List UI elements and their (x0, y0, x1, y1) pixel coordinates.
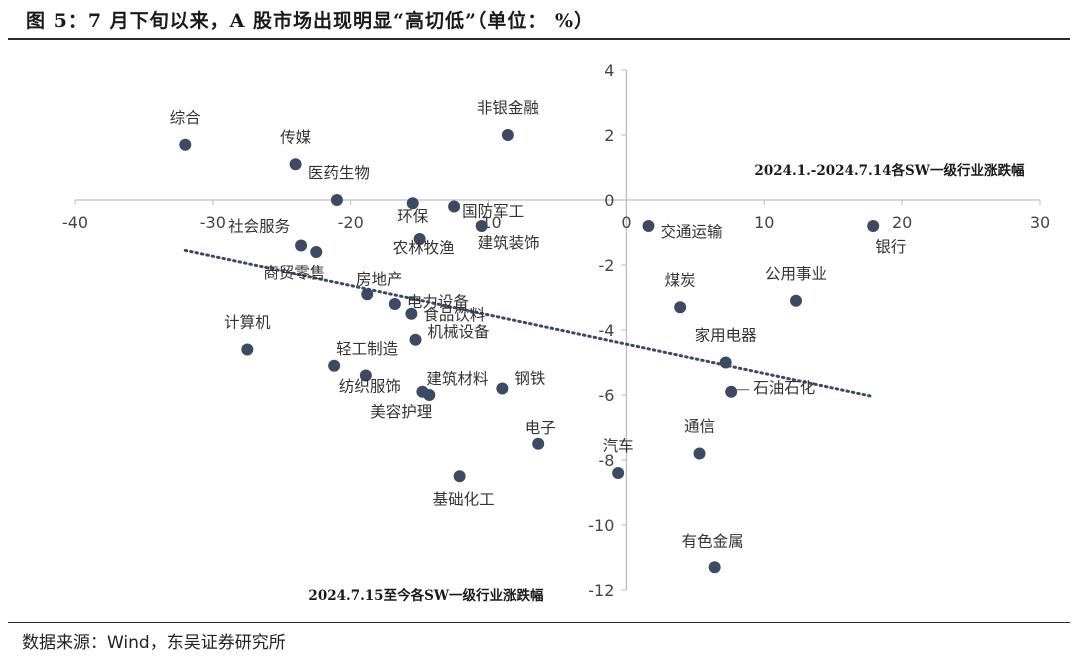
x-tick-label: -40 (62, 213, 88, 232)
data-point (501, 129, 514, 141)
data-point (310, 246, 323, 258)
data-point (708, 561, 721, 574)
point-label: 计算机 (224, 313, 271, 332)
y-axis-annotation: 2024.7.15至今各SW一级行业涨跌幅 (308, 587, 544, 604)
data-point (330, 194, 343, 206)
bottom-rule (8, 622, 1070, 623)
data-point (725, 385, 738, 398)
point-label: 公用事业 (765, 265, 827, 283)
data-point (423, 389, 436, 401)
point-label: 食品饮料 (423, 306, 485, 324)
data-point (413, 233, 426, 245)
data-point (179, 138, 192, 151)
data-point (867, 220, 880, 232)
point-label: 石油石化 (753, 379, 815, 397)
point-label: 医药生物 (308, 164, 370, 182)
data-point (241, 343, 254, 356)
y-tick-label: -4 (598, 321, 614, 340)
point-label: 建筑装饰 (478, 234, 540, 252)
point-label: 传媒 (280, 128, 312, 146)
point-label: 银行 (875, 238, 906, 256)
data-point (674, 301, 687, 314)
point-label: 煤炭 (665, 271, 696, 289)
x-tick-label: 10 (754, 213, 774, 232)
point-label: 综合 (170, 109, 202, 127)
source-note: 数据来源：Wind，东吴证券研究所 (22, 633, 286, 653)
point-label: 纺织服饰 (339, 378, 401, 396)
point-label: 商贸零售 (263, 264, 325, 282)
y-tick-label: -2 (598, 256, 614, 275)
point-label: 通信 (684, 418, 715, 436)
point-label: 农林牧渔 (393, 239, 455, 257)
scatter-chart: -40 -30 -20 -10 0 10 20 30420-2-4-6-8-10-12综合传媒… (62, 61, 1050, 604)
data-point (453, 470, 466, 483)
point-label: 环保 (397, 207, 429, 225)
point-label: 国防军工 (462, 203, 524, 221)
x-tick-label: -20 (338, 213, 364, 232)
data-point (719, 356, 732, 369)
y-tick-label: 0 (604, 191, 614, 210)
point-label: 机械设备 (428, 323, 491, 341)
point-label: 钢铁 (514, 370, 545, 388)
trendline (183, 248, 875, 399)
point-label: 社会服务 (228, 218, 290, 236)
point-label: 电子 (525, 419, 556, 437)
point-label: 房地产 (356, 270, 403, 288)
data-point (361, 288, 374, 301)
data-point (289, 158, 302, 171)
top-rule (8, 38, 1070, 40)
data-point (405, 307, 418, 320)
data-point (693, 447, 706, 460)
x-tick-label: 30 (1030, 213, 1050, 232)
y-tick-label: -8 (598, 451, 614, 470)
y-tick-label: 2 (604, 126, 614, 145)
point-label: 汽车 (603, 437, 634, 455)
data-point (388, 298, 401, 310)
y-tick-label: 4 (604, 61, 614, 80)
data-point (496, 382, 509, 395)
x-tick-label: -30 (200, 213, 226, 232)
y-tick-label: -6 (598, 386, 614, 405)
data-point (475, 220, 488, 232)
point-label: 美容护理 (370, 403, 432, 421)
point-label: 轻工制造 (336, 340, 399, 358)
data-point (532, 437, 545, 450)
figure-title: 图 5：7 月下旬以来，A 股市场出现明显“高切低”（单位： %） (26, 10, 595, 32)
point-label: 电力设备 (407, 293, 470, 311)
point-label: 家用电器 (695, 327, 758, 345)
y-tick-label: -10 (588, 516, 614, 535)
data-point (295, 239, 308, 252)
data-point (328, 359, 341, 372)
x-tick-label: 0 (621, 213, 631, 232)
point-label: 建筑材料 (426, 370, 488, 388)
point-label: 基础化工 (433, 490, 495, 508)
data-point (406, 197, 419, 210)
point-label: 非银金融 (477, 99, 539, 117)
y-tick-label: -12 (588, 581, 614, 600)
point-label: 交通运输 (660, 223, 723, 241)
data-point (359, 369, 372, 382)
data-point (642, 220, 655, 232)
x-tick-label: 20 (892, 213, 912, 232)
data-point (789, 294, 802, 307)
data-point (409, 333, 422, 346)
data-point (448, 200, 461, 213)
data-point (612, 467, 625, 479)
point-label: 有色金属 (682, 532, 744, 550)
x-axis-annotation: 2024.1.-2024.7.14各SW一级行业涨跌幅 (754, 162, 1025, 179)
